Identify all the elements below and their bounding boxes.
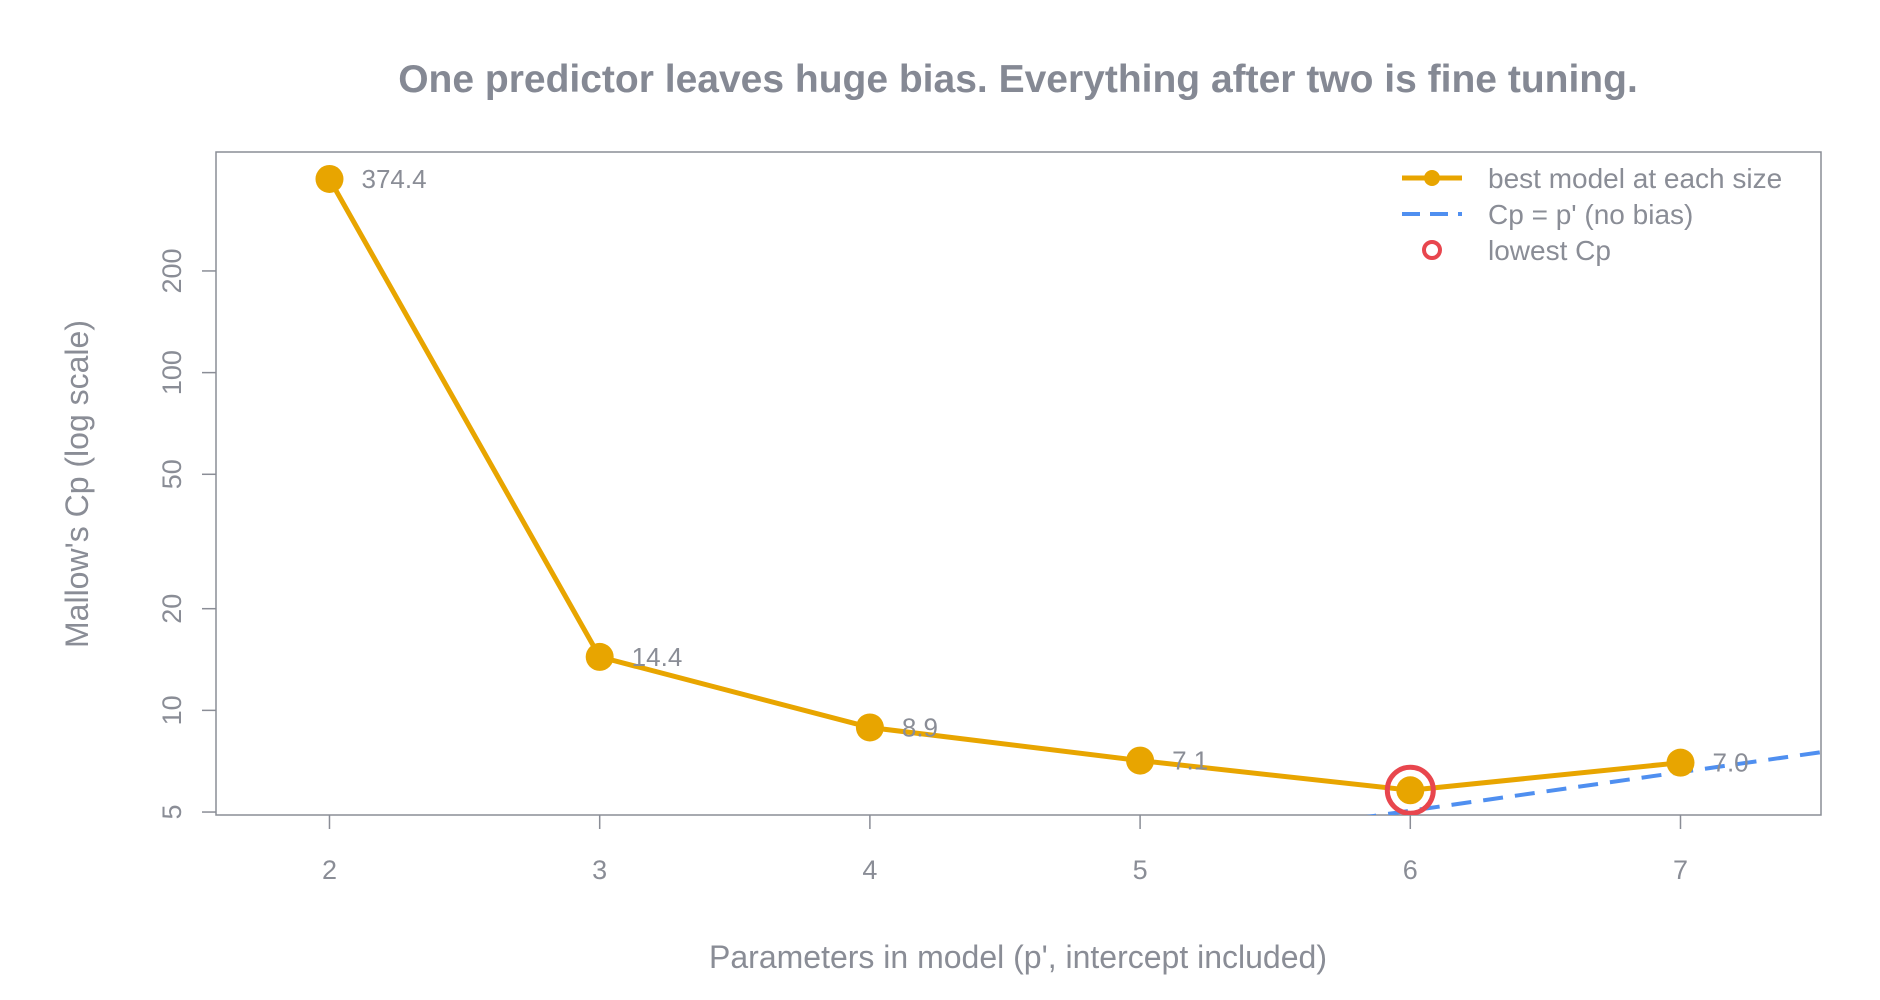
legend-marker-lowest-cp	[1422, 240, 1442, 260]
plot-area	[315, 164, 1821, 815]
x-tick-label: 7	[1673, 855, 1688, 885]
chart-title: One predictor leaves huge bias. Everythi…	[398, 58, 1638, 101]
data-label: 8.9	[902, 712, 938, 742]
legend-label-best-model: best model at each size	[1488, 163, 1782, 194]
best-model-point	[1126, 746, 1155, 775]
y-axis: 5 10 20 50 100 200	[157, 248, 216, 820]
best-model-point	[315, 164, 344, 193]
data-label: 374.4	[361, 164, 426, 194]
legend: best model at each size Cp = p' (no bias)…	[1402, 163, 1782, 266]
y-tick-label: 50	[157, 459, 187, 489]
data-label: 7.0	[1712, 748, 1748, 778]
y-tick-label: 20	[157, 594, 187, 624]
x-axis: 2 3 4 5 6 7	[322, 815, 1688, 885]
x-tick-label: 3	[592, 855, 607, 885]
y-tick-label: 5	[157, 805, 187, 820]
x-tick-label: 4	[862, 855, 877, 885]
legend-label-reference: Cp = p' (no bias)	[1488, 199, 1693, 230]
y-tick-label: 100	[157, 350, 187, 395]
data-label: 7.1	[1172, 746, 1208, 776]
best-model-point	[585, 642, 614, 671]
best-model-point	[1396, 776, 1425, 805]
x-tick-label: 5	[1133, 855, 1148, 885]
x-tick-label: 6	[1403, 855, 1418, 885]
best-model-point	[855, 713, 884, 742]
legend-label-lowest-cp: lowest Cp	[1488, 235, 1611, 266]
x-tick-label: 2	[322, 855, 337, 885]
data-labels: 374.4 14.4 8.9 7.1 7.0	[361, 164, 1748, 778]
y-tick-label: 200	[157, 248, 187, 293]
lowest-cp-marker	[1384, 764, 1436, 815]
reference-line-cp-equals-p	[1366, 750, 1821, 815]
y-axis-title: Mallow's Cp (log scale)	[59, 320, 95, 648]
x-axis-title: Parameters in model (p', intercept inclu…	[709, 939, 1327, 975]
best-model-line	[327, 177, 1681, 793]
best-model-point	[1666, 748, 1695, 777]
legend-marker-best-model	[1424, 170, 1440, 186]
data-label: 14.4	[632, 642, 683, 672]
y-tick-label: 10	[157, 695, 187, 725]
plot-frame	[215, 151, 1822, 816]
